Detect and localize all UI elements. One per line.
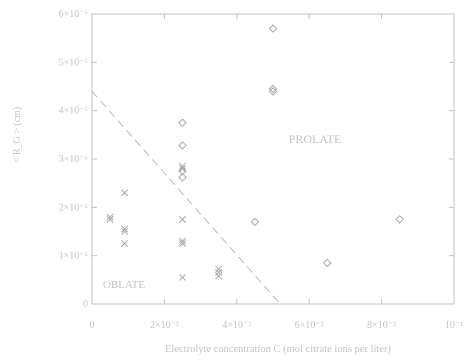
x-tick-label: 8×10⁻² bbox=[367, 320, 396, 331]
data-points bbox=[106, 24, 405, 281]
annotations: PROLATE OBLATE bbox=[103, 132, 341, 291]
cross-point bbox=[121, 240, 129, 248]
x-tick-label: 4×10⁻² bbox=[222, 320, 251, 331]
diamond-point bbox=[395, 215, 405, 224]
y-axis: 0 1×10⁻⁶ 2×10⁻⁶ 3×10⁻⁶ 4×10⁻⁶ 5×10⁻⁶ 6×10⁻⁶ bbox=[59, 9, 454, 310]
y-tick-label: 3×10⁻⁶ bbox=[59, 154, 89, 165]
diamond-point bbox=[322, 258, 332, 268]
y-axis-label: < R_G > (cm) bbox=[12, 107, 23, 164]
x-axis: 0 2×10⁻² 4×10⁻² 6×10⁻² 8×10⁻² 10⁻¹ bbox=[90, 14, 463, 331]
diamond-point bbox=[268, 87, 278, 96]
x-axis-label: Electrolyte concentration C (mol citrate… bbox=[165, 344, 391, 355]
x-tick-label: 6×10⁻² bbox=[295, 320, 324, 331]
cross-point bbox=[178, 273, 187, 281]
diamond-point bbox=[178, 141, 187, 150]
cross-point bbox=[121, 189, 129, 197]
diamond-point bbox=[268, 84, 278, 94]
diamond-point bbox=[268, 24, 278, 33]
cross-point bbox=[121, 225, 129, 233]
x-tick-label: 10⁻¹ bbox=[445, 320, 463, 331]
cross-point bbox=[178, 237, 187, 245]
diamond-point bbox=[178, 173, 187, 182]
cross-point bbox=[178, 215, 187, 223]
prolate-label: PROLATE bbox=[289, 132, 342, 146]
x-tick-label: 0 bbox=[90, 320, 95, 331]
cross-point bbox=[178, 240, 187, 248]
oblate-label: OBLATE bbox=[103, 279, 145, 291]
plot-frame bbox=[91, 13, 455, 305]
cross-point bbox=[178, 165, 187, 173]
y-tick-label: 1×10⁻⁶ bbox=[59, 251, 89, 262]
plot-border bbox=[91, 13, 455, 305]
diamond-point bbox=[178, 166, 187, 176]
y-tick-label: 2×10⁻⁶ bbox=[59, 202, 89, 213]
cross-point bbox=[215, 272, 223, 280]
cross-point bbox=[215, 269, 223, 277]
cross-point bbox=[106, 213, 114, 221]
diamond-point bbox=[250, 217, 260, 227]
y-tick-label: 6×10⁻⁶ bbox=[59, 9, 89, 20]
x-tick-label: 2×10⁻² bbox=[150, 320, 179, 331]
y-tick-label: 0 bbox=[83, 299, 88, 310]
diamond-point bbox=[178, 118, 187, 128]
y-tick-label: 4×10⁻⁶ bbox=[59, 106, 89, 117]
y-tick-label: 5×10⁻⁶ bbox=[59, 57, 89, 68]
cross-point bbox=[178, 162, 187, 170]
cross-point bbox=[106, 215, 114, 223]
boundary-line bbox=[91, 91, 281, 305]
boundary-line-group bbox=[91, 91, 281, 305]
cross-point bbox=[215, 265, 223, 273]
cross-point bbox=[121, 227, 129, 236]
